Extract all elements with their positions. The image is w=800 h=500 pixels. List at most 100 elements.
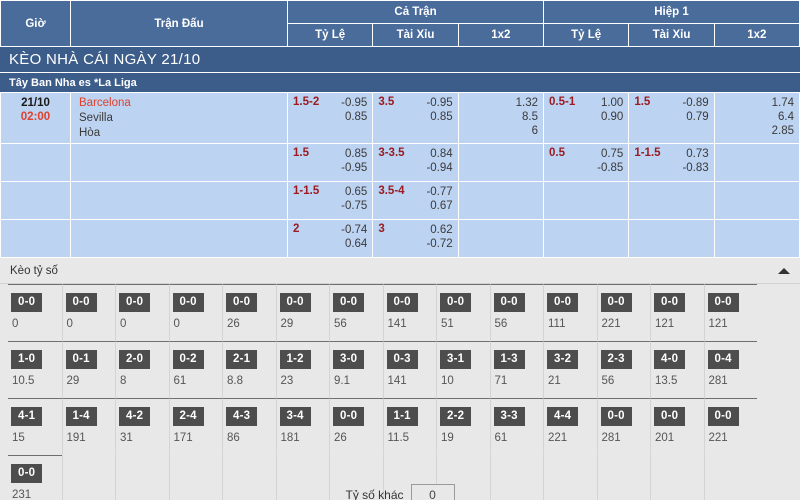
ft-handicap-cell-2[interactable]: 1.5 0.85 -0.95 — [286, 143, 374, 182]
team-home[interactable]: Barcelona — [79, 97, 131, 109]
correct-score-cell[interactable]: 2-3 56 — [596, 341, 650, 398]
correct-score-cell[interactable]: 0-3 141 — [382, 341, 436, 398]
correct-score-cell[interactable]: 2-0 8 — [115, 341, 169, 398]
ft-handicap-odd-away-4[interactable]: 0.64 — [344, 238, 368, 250]
h1-ou-odd-under-2[interactable]: -0.83 — [682, 162, 709, 174]
h1-ou-odd-over-1[interactable]: -0.89 — [682, 97, 709, 109]
correct-score-cell[interactable]: 0-4 281 — [703, 341, 757, 398]
correct-score-cell[interactable]: 0-0 0 — [115, 284, 169, 341]
correct-score-cell[interactable]: 0-0 26 — [329, 398, 383, 455]
correct-score-cell[interactable]: 0-0 231 — [8, 455, 62, 500]
correct-score-cell[interactable]: 0-0 221 — [596, 284, 650, 341]
h1-handicap-odd-home-1[interactable]: 1.00 — [600, 97, 624, 109]
h1-ou-odd-under-1[interactable]: 0.79 — [686, 111, 709, 123]
ft-handicap-odds-4[interactable]: -0.74 0.64 — [341, 223, 367, 251]
h1-1x2-cell-1[interactable]: 1.74 6.4 2.85 — [713, 92, 800, 144]
ft-ou-odd-over-1[interactable]: -0.95 — [426, 97, 453, 109]
h1-handicap-odd-away-2[interactable]: -0.85 — [597, 162, 624, 174]
triangle-up-icon[interactable] — [778, 267, 790, 274]
h1-1x2-away-1[interactable]: 2.85 — [771, 125, 794, 137]
ft-handicap-odd-home-2[interactable]: 0.85 — [344, 148, 368, 160]
ft-ou-odd-under-1[interactable]: 0.85 — [430, 111, 453, 123]
team-draw[interactable]: Hòa — [79, 127, 101, 139]
correct-score-cell[interactable]: 2-4 171 — [168, 398, 222, 455]
h1-1x2-draw-1[interactable]: 6.4 — [778, 111, 794, 123]
correct-score-cell[interactable]: 4-3 86 — [222, 398, 276, 455]
ft-1x2-cell-1[interactable]: 1.32 8.5 6 — [457, 92, 545, 144]
ft-ou-cell-3[interactable]: 3.5-4 -0.77 0.67 — [372, 181, 459, 220]
correct-score-header[interactable]: Kèo tỷ số — [0, 258, 800, 284]
ft-handicap-odd-away-3[interactable]: -0.75 — [341, 200, 368, 212]
ft-ou-odd-over-4[interactable]: 0.62 — [430, 224, 453, 236]
h1-handicap-cell-1[interactable]: 0.5-1 1.00 0.90 — [542, 92, 630, 144]
ft-1x2-away-1[interactable]: 6 — [531, 125, 538, 137]
correct-score-cell[interactable]: 0-0 56 — [489, 284, 543, 341]
h1-ou-odds-1[interactable]: -0.89 0.79 — [682, 96, 708, 124]
league-row[interactable]: Tây Ban Nha es *La Liga — [0, 72, 800, 93]
correct-score-cell[interactable]: 2-1 8.8 — [222, 341, 276, 398]
correct-score-cell[interactable]: 4-4 221 — [543, 398, 597, 455]
ft-ou-cell-4[interactable]: 3 0.62 -0.72 — [372, 219, 459, 258]
ft-handicap-odds-3[interactable]: 0.65 -0.75 — [341, 185, 367, 213]
correct-score-cell[interactable]: 3-1 10 — [436, 341, 490, 398]
correct-score-cell[interactable]: 0-2 61 — [168, 341, 222, 398]
correct-score-cell[interactable]: 0-0 29 — [275, 284, 329, 341]
correct-score-cell[interactable]: 4-2 31 — [115, 398, 169, 455]
correct-score-cell[interactable]: 1-3 71 — [489, 341, 543, 398]
h1-ou-cell-1[interactable]: 1.5 -0.89 0.79 — [628, 92, 715, 144]
correct-score-cell[interactable]: 0-0 121 — [703, 284, 757, 341]
ft-handicap-cell-4[interactable]: 2 -0.74 0.64 — [286, 219, 374, 258]
correct-score-cell[interactable]: 3-0 9.1 — [329, 341, 383, 398]
ft-handicap-odds-1[interactable]: -0.95 0.85 — [341, 96, 367, 124]
correct-score-cell[interactable]: 4-0 13.5 — [650, 341, 704, 398]
ft-ou-odd-over-3[interactable]: -0.77 — [426, 186, 453, 198]
correct-score-cell[interactable]: 0-0 51 — [436, 284, 490, 341]
correct-score-cell[interactable]: 1-1 11.5 — [382, 398, 436, 455]
ft-ou-cell-2[interactable]: 3-3.5 0.84 -0.94 — [372, 143, 459, 182]
correct-score-cell[interactable]: 3-4 181 — [275, 398, 329, 455]
correct-score-cell[interactable]: 0-0 56 — [329, 284, 383, 341]
ft-ou-odds-3[interactable]: -0.77 0.67 — [426, 185, 452, 213]
correct-score-cell[interactable]: 0-0 221 — [703, 398, 757, 455]
correct-score-cell[interactable]: 0-0 141 — [382, 284, 436, 341]
ft-ou-odd-under-3[interactable]: 0.67 — [430, 200, 453, 212]
correct-score-cell[interactable]: 0-0 201 — [650, 398, 704, 455]
ft-ou-odds-2[interactable]: 0.84 -0.94 — [426, 147, 452, 175]
h1-handicap-cell-2[interactable]: 0.5 0.75 -0.85 — [542, 143, 630, 182]
ft-handicap-odd-home-1[interactable]: -0.95 — [341, 97, 368, 109]
ft-ou-odds-1[interactable]: -0.95 0.85 — [426, 96, 452, 124]
ft-ou-odd-under-2[interactable]: -0.94 — [426, 162, 453, 174]
correct-score-cell[interactable]: 0-0 26 — [222, 284, 276, 341]
ft-handicap-odd-away-1[interactable]: 0.85 — [344, 111, 368, 123]
ft-handicap-odd-home-4[interactable]: -0.74 — [341, 224, 368, 236]
correct-score-cell[interactable]: 0-1 29 — [61, 341, 115, 398]
h1-ou-odd-over-2[interactable]: 0.73 — [686, 148, 709, 160]
correct-score-cell[interactable]: 1-4 191 — [61, 398, 115, 455]
correct-score-cell[interactable]: 4-1 15 — [8, 398, 62, 455]
correct-score-cell[interactable]: 0-0 111 — [543, 284, 597, 341]
ft-ou-cell-1[interactable]: 3.5 -0.95 0.85 — [372, 92, 459, 144]
ft-handicap-cell-1[interactable]: 1.5-2 -0.95 0.85 — [286, 92, 374, 144]
h1-handicap-odds-2[interactable]: 0.75 -0.85 — [597, 147, 623, 175]
correct-score-cell[interactable]: 1-2 23 — [275, 341, 329, 398]
h1-handicap-odds-1[interactable]: 1.00 0.90 — [601, 96, 623, 124]
h1-handicap-odd-home-2[interactable]: 0.75 — [600, 148, 624, 160]
h1-handicap-odd-away-1[interactable]: 0.90 — [600, 111, 624, 123]
ft-1x2-home-1[interactable]: 1.32 — [515, 97, 538, 109]
ft-handicap-odds-2[interactable]: 0.85 -0.95 — [341, 147, 367, 175]
h1-ou-odds-2[interactable]: 0.73 -0.83 — [682, 147, 708, 175]
ft-handicap-odd-away-2[interactable]: -0.95 — [341, 162, 368, 174]
correct-score-cell[interactable]: 0-0 0 — [61, 284, 115, 341]
other-score-input[interactable] — [410, 484, 455, 500]
ft-1x2-draw-1[interactable]: 8.5 — [522, 111, 538, 123]
correct-score-cell[interactable]: 0-0 0 — [8, 284, 62, 341]
ft-ou-odd-under-4[interactable]: -0.72 — [426, 238, 453, 250]
h1-1x2-home-1[interactable]: 1.74 — [771, 97, 794, 109]
correct-score-cell[interactable]: 0-0 0 — [168, 284, 222, 341]
ft-ou-odd-over-2[interactable]: 0.84 — [430, 148, 453, 160]
correct-score-cell[interactable]: 2-2 19 — [436, 398, 490, 455]
ft-handicap-cell-3[interactable]: 1-1.5 0.65 -0.75 — [286, 181, 374, 220]
correct-score-cell[interactable]: 0-0 121 — [650, 284, 704, 341]
ft-handicap-odd-home-3[interactable]: 0.65 — [344, 186, 368, 198]
correct-score-cell[interactable]: 1-0 10.5 — [8, 341, 62, 398]
